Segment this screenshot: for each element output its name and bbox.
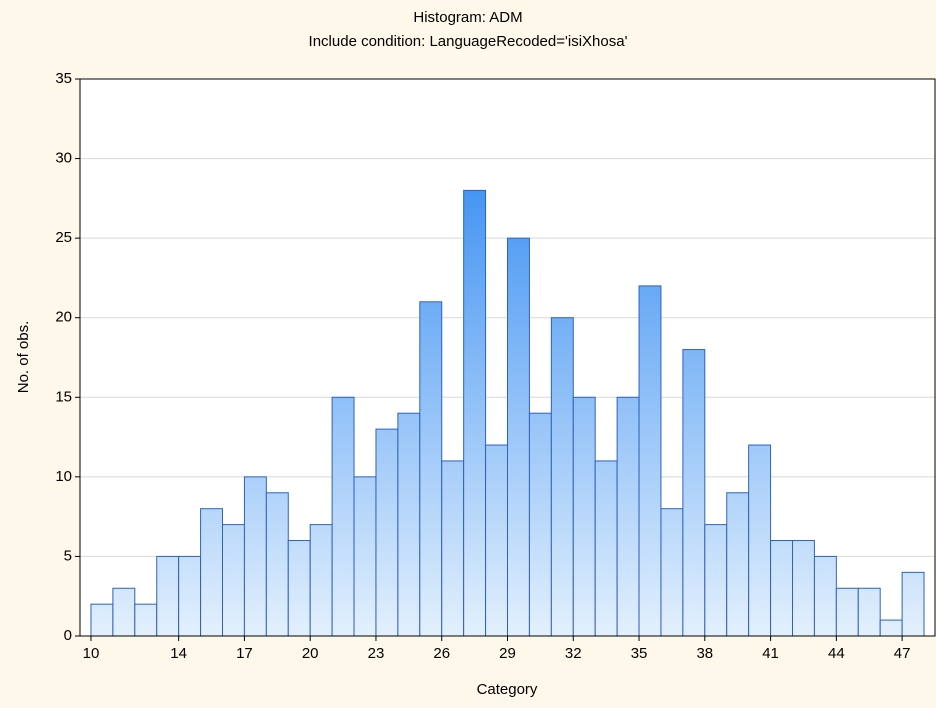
bar bbox=[682, 349, 706, 637]
bar bbox=[309, 524, 333, 637]
bar bbox=[507, 237, 530, 637]
x-tick-label: 38 bbox=[696, 645, 713, 662]
x-tick-label: 14 bbox=[170, 645, 187, 662]
bar bbox=[178, 555, 202, 637]
bar bbox=[112, 587, 136, 637]
x-tick-label: 10 bbox=[83, 645, 100, 662]
bar bbox=[265, 492, 289, 637]
bar bbox=[660, 508, 684, 637]
y-tick-label: 35 bbox=[55, 70, 72, 87]
bar bbox=[726, 492, 750, 637]
bar bbox=[243, 476, 267, 637]
x-tick-label: 32 bbox=[565, 645, 582, 662]
bar bbox=[813, 555, 837, 637]
bar bbox=[156, 555, 180, 637]
bar bbox=[441, 460, 465, 637]
bar bbox=[594, 460, 618, 637]
x-tick-label: 20 bbox=[302, 645, 319, 662]
y-tick-label: 20 bbox=[55, 309, 72, 326]
bar bbox=[550, 317, 574, 637]
bar bbox=[397, 412, 421, 637]
bar bbox=[90, 603, 114, 637]
bar bbox=[485, 444, 509, 637]
bar bbox=[835, 587, 859, 637]
bar bbox=[222, 524, 245, 637]
y-axis-label: No. of obs. bbox=[15, 321, 32, 394]
x-tick-label: 29 bbox=[499, 645, 516, 662]
bar bbox=[375, 428, 399, 637]
y-tick-label: 25 bbox=[55, 229, 72, 246]
x-tick-label: 35 bbox=[631, 645, 648, 662]
bar bbox=[572, 396, 596, 637]
y-tick-label: 10 bbox=[55, 468, 72, 485]
bar bbox=[638, 285, 662, 637]
x-tick-label: 44 bbox=[828, 645, 845, 662]
bar bbox=[857, 587, 881, 637]
y-tick-label: 15 bbox=[55, 388, 72, 405]
bar bbox=[463, 189, 487, 637]
chart-title: Histogram: ADM bbox=[413, 9, 522, 26]
x-tick-label: 17 bbox=[236, 645, 253, 662]
chart-subtitle: Include condition: LanguageRecoded='isiX… bbox=[309, 33, 628, 50]
bar bbox=[331, 396, 355, 637]
y-tick-label: 30 bbox=[55, 150, 72, 167]
bar bbox=[879, 619, 903, 637]
bar bbox=[792, 540, 815, 637]
bar bbox=[616, 396, 640, 637]
bar bbox=[770, 540, 793, 637]
plot-border bbox=[79, 78, 936, 637]
x-tick-label: 41 bbox=[762, 645, 779, 662]
bar bbox=[419, 301, 443, 637]
y-tick-label: 0 bbox=[64, 627, 72, 644]
bar bbox=[704, 524, 728, 637]
bar bbox=[528, 412, 552, 637]
x-axis-label: Category bbox=[477, 681, 538, 698]
y-tick-label: 5 bbox=[64, 547, 72, 564]
x-tick-label: 26 bbox=[433, 645, 450, 662]
x-tick-label: 47 bbox=[894, 645, 911, 662]
bar bbox=[748, 444, 772, 637]
bar bbox=[134, 603, 158, 637]
bar bbox=[353, 476, 377, 637]
bar bbox=[287, 540, 311, 637]
bar bbox=[200, 508, 223, 637]
x-tick-label: 23 bbox=[368, 645, 385, 662]
bar bbox=[901, 571, 925, 637]
